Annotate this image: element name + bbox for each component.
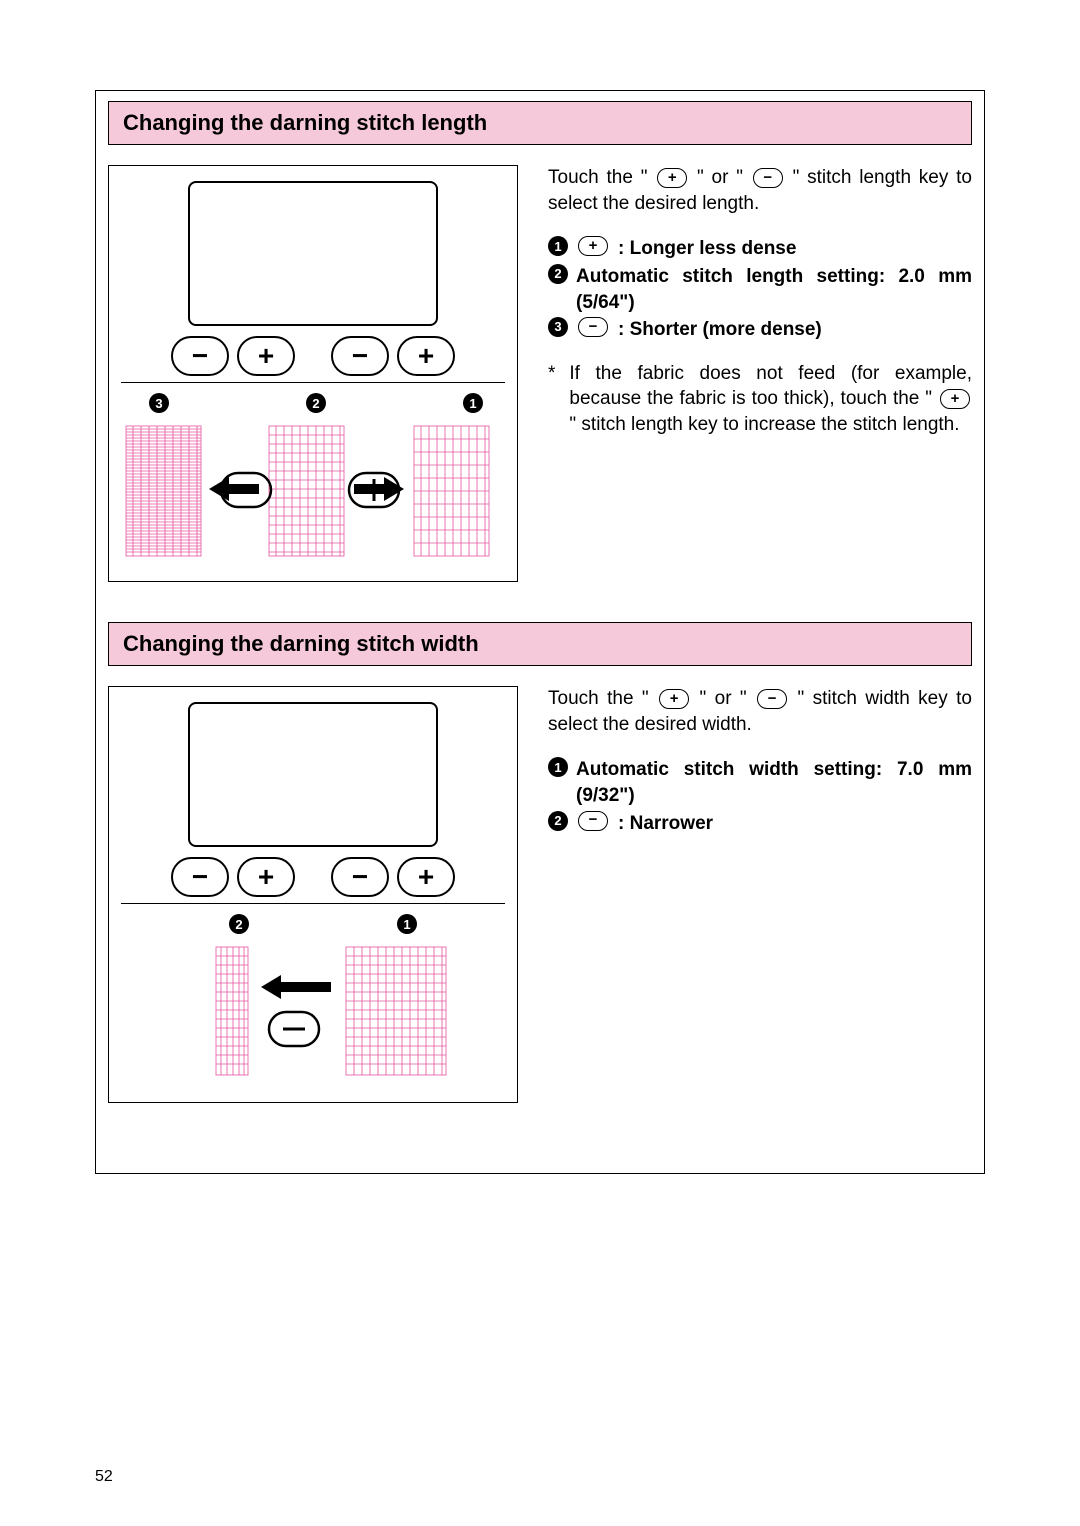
section-body-length: − + − + 3 2 1 [96, 165, 984, 612]
legend-text: : Longer less dense [618, 236, 796, 262]
minus-icon: − [753, 168, 783, 188]
legend-text: : Narrower [618, 811, 713, 837]
legend-item: 3 − : Shorter (more dense) [548, 317, 972, 343]
page-number: 52 [95, 1468, 113, 1486]
callout-1: 1 [548, 757, 568, 777]
legend-item: 2 Automatic stitch length setting: 2.0 m… [548, 264, 972, 315]
legend-item: 1 Automatic stitch width setting: 7.0 mm… [548, 757, 972, 808]
plus-icon: + [657, 168, 687, 188]
plus-icon: + [940, 389, 970, 409]
page-frame: Changing the darning stitch length − + −… [95, 90, 985, 1174]
length-pattern-diagram [121, 421, 507, 561]
callout-row: 3 2 1 [121, 393, 505, 413]
callout-2: 2 [306, 393, 326, 413]
callout-1: 1 [397, 914, 417, 934]
callout-2: 2 [548, 264, 568, 284]
legend-text: : Shorter (more dense) [618, 317, 822, 343]
section-body-width: − + − + 2 1 [96, 686, 984, 1133]
control-buttons: − + − + [121, 336, 505, 376]
text-column-width: Touch the " + " or " − " stitch width ke… [548, 686, 972, 1103]
minus-button[interactable]: − [331, 336, 389, 376]
callout-3: 3 [149, 393, 169, 413]
divider [121, 382, 505, 383]
instruction-width: Touch the " + " or " − " stitch width ke… [548, 686, 972, 737]
minus-button[interactable]: − [171, 336, 229, 376]
legend-item: 1 + : Longer less dense [548, 236, 972, 262]
note-bullet: * [548, 361, 555, 438]
control-buttons: − + − + [121, 857, 505, 897]
lcd-screen [188, 702, 438, 847]
callout-1: 1 [548, 236, 568, 256]
note-text: If the fabric does not feed (for example… [569, 361, 972, 438]
section-header-length: Changing the darning stitch length [108, 101, 972, 145]
minus-button[interactable]: − [171, 857, 229, 897]
note-length: * If the fabric does not feed (for examp… [548, 361, 972, 438]
plus-button[interactable]: + [237, 336, 295, 376]
plus-icon: + [578, 236, 608, 256]
plus-button[interactable]: + [397, 857, 455, 897]
callout-3: 3 [548, 317, 568, 337]
divider [121, 903, 505, 904]
minus-icon: − [578, 317, 608, 337]
legend-list-length: 1 + : Longer less dense 2 Automatic stit… [548, 236, 972, 343]
diagram-width: − + − + 2 1 [108, 686, 518, 1103]
legend-list-width: 1 Automatic stitch width setting: 7.0 mm… [548, 757, 972, 836]
minus-icon: − [757, 689, 787, 709]
lcd-screen [188, 181, 438, 326]
plus-button[interactable]: + [397, 336, 455, 376]
legend-text: Automatic stitch width setting: 7.0 mm (… [576, 757, 972, 808]
minus-icon: − [578, 811, 608, 831]
width-pattern-diagram [121, 942, 507, 1082]
plus-icon: + [659, 689, 689, 709]
callout-1: 1 [463, 393, 483, 413]
text-column-length: Touch the " + " or " − " stitch length k… [548, 165, 972, 582]
legend-item: 2 − : Narrower [548, 811, 972, 837]
plus-button[interactable]: + [237, 857, 295, 897]
legend-text: Automatic stitch length setting: 2.0 mm … [576, 264, 972, 315]
callout-2: 2 [548, 811, 568, 831]
callout-2: 2 [229, 914, 249, 934]
minus-button[interactable]: − [331, 857, 389, 897]
diagram-length: − + − + 3 2 1 [108, 165, 518, 582]
callout-row: 2 1 [121, 914, 505, 934]
instruction-length: Touch the " + " or " − " stitch length k… [548, 165, 972, 216]
section-header-width: Changing the darning stitch width [108, 622, 972, 666]
